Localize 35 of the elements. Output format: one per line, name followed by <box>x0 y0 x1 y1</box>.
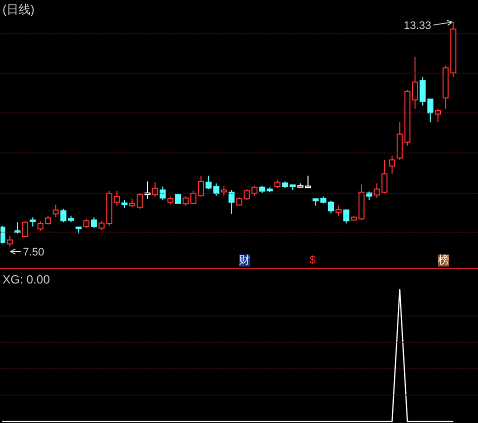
chart-title: (日线) <box>2 2 34 16</box>
candlestick <box>160 186 166 200</box>
candlestick <box>182 196 189 206</box>
annotation: 13.33 <box>404 20 432 32</box>
candlestick <box>83 218 90 229</box>
candlestick <box>312 198 319 206</box>
candlestick <box>121 199 128 209</box>
candlestick <box>228 189 235 214</box>
annotation: 榜 <box>438 254 449 266</box>
candlestick <box>90 216 97 229</box>
candlestick <box>175 192 182 204</box>
candlestick <box>14 222 20 234</box>
candlestick <box>220 185 227 196</box>
annotation: 财 <box>239 254 250 266</box>
candlestick <box>389 155 396 174</box>
candlestick <box>114 190 120 206</box>
candlestick <box>259 185 266 194</box>
annotation: $ <box>309 254 316 266</box>
candlestick <box>236 196 242 206</box>
candlestick <box>6 235 13 248</box>
candlestick <box>30 216 36 228</box>
candlestick <box>52 204 59 218</box>
candlestick <box>0 225 6 244</box>
candlestick <box>76 226 82 234</box>
candlestick <box>266 186 273 193</box>
candlestick <box>22 220 28 238</box>
candlestick <box>420 76 426 106</box>
candlestick <box>343 209 350 224</box>
annotation: 7.50 <box>22 246 44 259</box>
candlestick <box>167 196 174 206</box>
candlestick <box>336 205 342 216</box>
chart-title: XG: 0.00 <box>2 272 50 286</box>
candlestick <box>427 98 434 123</box>
candlestick <box>129 198 136 208</box>
candlestick <box>274 179 280 189</box>
